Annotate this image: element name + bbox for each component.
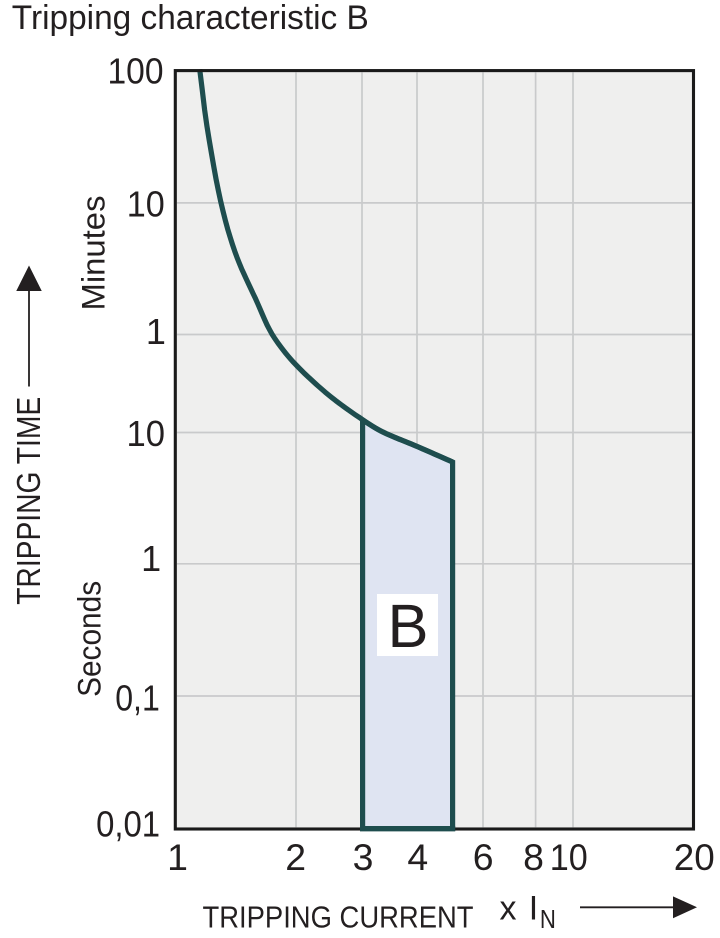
svg-text:TRIPPING CURRENT: TRIPPING CURRENT	[203, 901, 474, 935]
svg-text:8: 8	[523, 836, 544, 878]
svg-text:4: 4	[407, 836, 428, 878]
svg-text:TRIPPING TIME: TRIPPING TIME	[11, 397, 48, 605]
svg-text:2: 2	[285, 836, 306, 878]
svg-text:20: 20	[674, 836, 715, 878]
svg-text:10: 10	[550, 836, 588, 878]
svg-text:Seconds: Seconds	[72, 581, 108, 697]
svg-text:B: B	[387, 592, 428, 661]
svg-text:100: 100	[108, 50, 164, 91]
svg-text:I: I	[529, 890, 538, 928]
svg-text:3: 3	[353, 836, 374, 878]
svg-text:0,1: 0,1	[115, 678, 160, 719]
svg-text:Tripping characteristic B: Tripping characteristic B	[12, 0, 369, 37]
svg-text:6: 6	[473, 836, 494, 878]
svg-text:N: N	[540, 904, 556, 934]
svg-text:0,01: 0,01	[96, 803, 160, 844]
svg-text:1: 1	[146, 311, 166, 352]
svg-text:10: 10	[127, 184, 165, 225]
svg-text:x: x	[500, 890, 517, 928]
svg-text:10: 10	[127, 413, 166, 454]
svg-text:1: 1	[167, 836, 188, 878]
svg-text:Minutes: Minutes	[76, 196, 112, 311]
svg-text:1: 1	[141, 538, 161, 579]
